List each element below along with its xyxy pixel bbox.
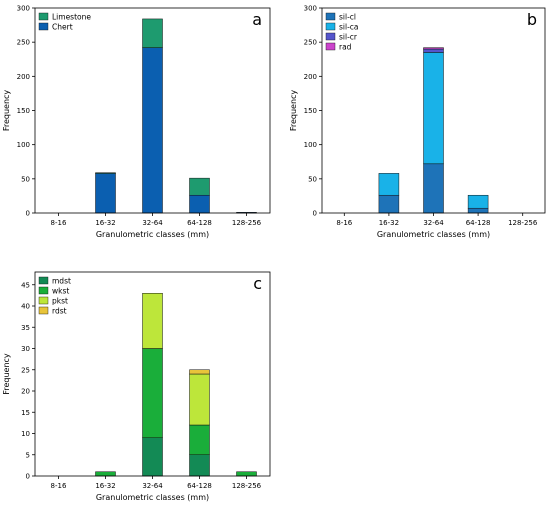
legend-swatch-mdst [38, 276, 49, 285]
y-tick-label: 10 [21, 430, 30, 438]
panel-label: a [252, 10, 262, 29]
y-axis-title: Frequency [2, 90, 11, 132]
bar-b-sil-ca-16-32 [378, 173, 400, 196]
y-axis-title: Frequency [2, 353, 11, 395]
bar-c-mdst-64-128 [189, 454, 210, 477]
bar-b-sil-cl-32-64 [423, 163, 444, 214]
bar-c-wkst-64-128 [189, 424, 210, 455]
panel-label: b [527, 10, 537, 29]
x-tick-label: 32-64 [423, 219, 444, 227]
bar-c-mdst-32-64 [142, 437, 163, 477]
legend-swatch-rad [325, 42, 336, 51]
x-tick-label: 16-32 [95, 219, 115, 227]
y-tick-label: 300 [17, 5, 30, 13]
x-tick-label: 32-64 [142, 219, 163, 227]
legend-swatch-sil-ca [325, 22, 336, 31]
x-tick-label: 128-256 [508, 219, 538, 227]
chart-panel-c: 0 5 10 15 20 25 30 35 40 45 8-16 16-32 32-64 64-128 12… [2, 271, 271, 502]
y-tick-label: 0 [313, 210, 317, 218]
y-tick-label: 20 [21, 388, 30, 396]
panel-label: c [253, 274, 262, 293]
legend-label-Limestone: Limestone [52, 13, 91, 22]
x-tick-label: 128-256 [232, 219, 262, 227]
legend-swatch-wkst [38, 286, 49, 295]
y-tick-label: 250 [17, 39, 30, 47]
y-tick-label: 150 [17, 107, 30, 115]
bar-a-Chert-64-128 [189, 194, 210, 214]
y-tick-label: 100 [17, 141, 30, 149]
bar-a-Chert-32-64 [142, 47, 163, 214]
bar-c-wkst-128-256 [236, 471, 257, 477]
y-tick-label: 50 [21, 175, 30, 183]
bar-b-sil-ca-64-128 [467, 194, 489, 209]
y-tick-label: 150 [304, 107, 317, 115]
x-axis-title: Granulometric classes (mm) [96, 230, 209, 239]
bar-c-wkst-32-64 [142, 348, 163, 438]
bar-c-pkst-64-128 [189, 373, 210, 426]
x-axis-title: Granulometric classes (mm) [377, 230, 490, 239]
y-tick-label: 40 [21, 303, 30, 311]
y-tick-label: 5 [26, 451, 30, 459]
bar-c-pkst-32-64 [142, 293, 163, 349]
chart-panel-b: 0 50 100 150 200 250 300 8-16 16-32 32-64 64-128 12… [289, 5, 546, 239]
legend-swatch-Chert [38, 22, 49, 31]
x-tick-label: 8-16 [336, 219, 352, 227]
y-tick-label: 15 [21, 409, 30, 417]
y-tick-label: 50 [308, 175, 317, 183]
bar-c-wkst-16-32 [95, 471, 116, 477]
bar-a-Chert-16-32 [95, 173, 116, 214]
y-tick-label: 250 [304, 39, 317, 47]
bar-b-sil-cr-32-64 [423, 48, 444, 53]
legend-swatch-pkst [38, 296, 49, 305]
legend-label-pkst: pkst [52, 297, 68, 306]
bar-a-Limestone-32-64 [142, 18, 163, 48]
y-tick-label: 200 [304, 73, 317, 81]
bar-a-Limestone-64-128 [189, 177, 210, 196]
y-tick-label: 0 [26, 473, 30, 481]
legend-label-sil-cl: sil-cl [339, 13, 356, 22]
x-tick-label: 32-64 [142, 482, 163, 490]
legend-swatch-rdst [38, 306, 49, 315]
chart-panel-a: 0 50 100 150 200 250 300 8-16 16-32 32-64 64-128 12… [2, 5, 271, 239]
legend-label-sil-ca: sil-ca [339, 23, 359, 32]
x-tick-label: 64-128 [187, 219, 212, 227]
bar-a-Limestone-16-32 [95, 172, 116, 174]
y-tick-label: 30 [21, 345, 30, 353]
legend-swatch-Limestone [38, 12, 49, 21]
x-tick-label: 64-128 [466, 219, 491, 227]
x-tick-label: 8-16 [51, 219, 67, 227]
y-tick-label: 200 [17, 73, 30, 81]
y-tick-label: 300 [304, 5, 317, 13]
y-tick-label: 100 [304, 141, 317, 149]
bar-b-rad-32-64 [423, 47, 444, 50]
legend-label-mdst: mdst [52, 277, 71, 286]
y-tick-label: 25 [21, 366, 30, 374]
bar-b-sil-ca-32-64 [423, 52, 444, 165]
legend-label-rad: rad [339, 43, 352, 52]
legend-label-wkst: wkst [52, 287, 69, 296]
bar-b-sil-cl-64-128 [467, 207, 489, 214]
x-tick-label: 8-16 [51, 482, 67, 490]
bar-b-sil-cl-16-32 [378, 194, 400, 214]
x-axis-title: Granulometric classes (mm) [96, 493, 209, 502]
bar-c-rdst-64-128 [189, 369, 210, 375]
y-tick-label: 0 [26, 210, 30, 218]
x-tick-label: 16-32 [95, 482, 115, 490]
x-tick-label: 64-128 [187, 482, 212, 490]
y-axis-title: Frequency [289, 90, 298, 132]
legend-label-Chert: Chert [52, 23, 73, 32]
legend-swatch-sil-cl [325, 12, 336, 21]
legend-swatch-sil-cr [325, 32, 336, 41]
x-tick-label: 128-256 [232, 482, 262, 490]
y-tick-label: 45 [21, 281, 30, 289]
legend-label-sil-cr: sil-cr [339, 33, 358, 42]
x-tick-label: 16-32 [379, 219, 399, 227]
y-tick-label: 35 [21, 324, 30, 332]
legend-label-rdst: rdst [52, 307, 67, 316]
